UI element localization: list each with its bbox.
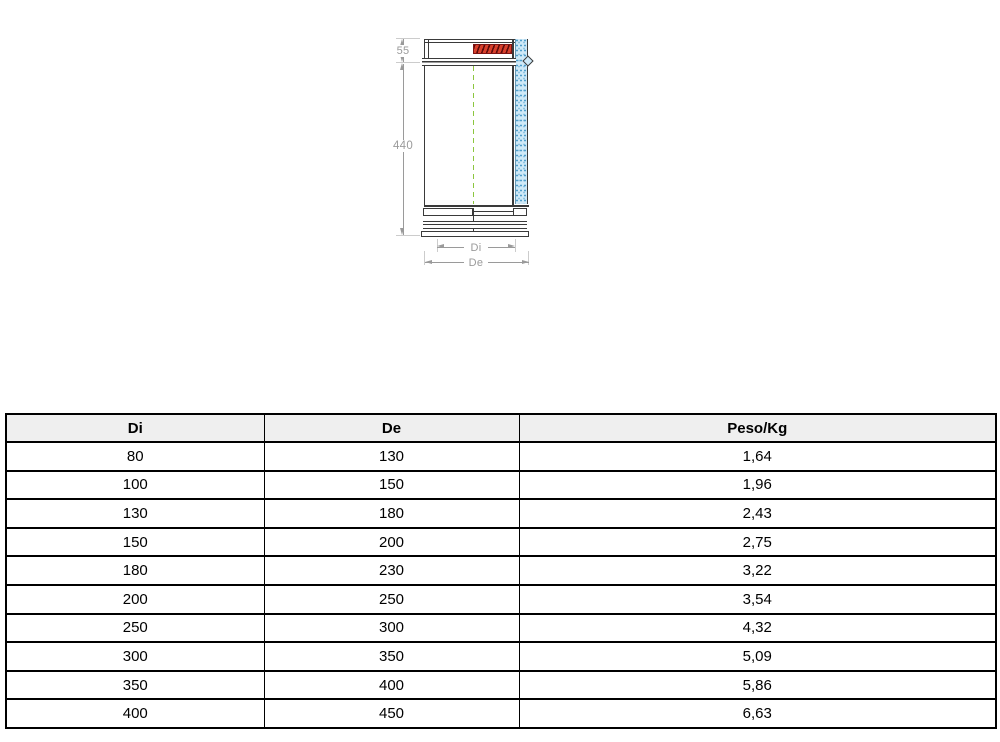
cell-peso: 3,54: [518, 583, 997, 615]
dim-arrow-right: [521, 259, 529, 264]
table-row: 150 200 2,75: [5, 526, 997, 557]
base-ring-3: [421, 230, 529, 238]
table-row: 350 400 5,86: [5, 669, 997, 700]
cell-di: 200: [5, 583, 265, 615]
table-row: 180 230 3,22: [5, 555, 997, 586]
dim-arrow-down: [400, 228, 405, 236]
cell-de: 130: [263, 441, 520, 472]
cell-de: 300: [263, 612, 520, 643]
cell-de: 450: [263, 698, 520, 729]
cell-peso: 4,32: [518, 612, 997, 643]
extension-line: [396, 62, 420, 64]
pipe-top-rim: [424, 38, 516, 43]
cell-di: 300: [5, 641, 265, 672]
cell-di: 130: [5, 498, 265, 529]
base-ring-2: [422, 221, 527, 229]
dimension-label-length: 440: [388, 139, 418, 152]
cell-peso: 5,86: [518, 669, 997, 700]
table-header-row: Di De Peso/Kg: [5, 413, 997, 443]
cell-de: 250: [263, 583, 520, 615]
table-row: 100 150 1,96: [5, 469, 997, 500]
extension-line: [424, 251, 425, 265]
cell-di: 400: [5, 698, 265, 729]
cell-peso: 3,22: [518, 555, 997, 586]
table-row: 80 130 1,64: [5, 441, 997, 472]
table-row: 400 450 6,63: [5, 698, 997, 729]
base-ring-left: [422, 207, 473, 216]
pipe-inner-right-wall: [512, 38, 514, 207]
cell-peso: 2,43: [518, 498, 997, 529]
dim-arrow-left: [437, 244, 444, 249]
gasket-band: [473, 43, 512, 54]
col-header-de: De: [263, 413, 520, 443]
cell-di: 80: [5, 441, 265, 472]
table-row: 130 180 2,43: [5, 498, 997, 529]
cell-de: 230: [263, 555, 520, 586]
dim-arrow-left: [424, 259, 432, 264]
col-header-di: Di: [5, 413, 265, 443]
dimension-label-collar: 55: [392, 45, 414, 57]
cell-peso: 1,96: [518, 469, 997, 500]
cell-peso: 1,64: [518, 441, 997, 472]
cell-peso: 5,09: [518, 641, 997, 672]
cell-de: 180: [263, 498, 520, 529]
base-ring-right: [512, 207, 528, 217]
collar-joint-band: [421, 57, 516, 66]
table-row: 300 350 5,09: [5, 641, 997, 672]
dimension-label-di: Di: [464, 241, 488, 254]
col-header-peso: Peso/Kg: [518, 413, 997, 443]
extension-line: [527, 251, 529, 265]
cell-di: 180: [5, 555, 265, 586]
table-body: 80 130 1,64 100 150 1,96 130 180 2,43: [5, 441, 997, 729]
pipe-section-diagram: 55 440 Di De: [0, 0, 1000, 300]
cell-de: 400: [263, 669, 520, 700]
cell-di: 100: [5, 469, 265, 500]
extension-line: [396, 235, 420, 237]
dimension-label-de: De: [464, 256, 488, 269]
dim-arrow-down: [400, 55, 405, 63]
spigot-edge-line: [472, 207, 474, 231]
table-row: 200 250 3,54: [5, 583, 997, 615]
cell-peso: 2,75: [518, 526, 997, 557]
base-top-line: [424, 205, 529, 207]
dim-arrow-up: [400, 63, 405, 71]
pipe-left-inner-wall: [427, 40, 429, 58]
cell-di: 350: [5, 669, 265, 700]
centerline-dashed: [472, 66, 475, 204]
cell-de: 150: [263, 469, 520, 500]
cell-de: 200: [263, 526, 520, 557]
cell-di: 250: [5, 612, 265, 643]
spec-table: Di De Peso/Kg 80 130 1,64 100 150 1,96: [5, 413, 997, 729]
base-ring-mid: [473, 210, 513, 216]
pipe-left-wall: [424, 38, 426, 207]
cell-peso: 6,63: [518, 698, 997, 729]
dim-arrow-right: [508, 244, 516, 249]
cell-di: 150: [5, 526, 265, 557]
cell-de: 350: [263, 641, 520, 672]
table-row: 250 300 4,32: [5, 612, 997, 643]
extension-line: [396, 38, 420, 40]
dim-arrow-up: [400, 38, 405, 46]
insulation-strip: [515, 38, 528, 204]
